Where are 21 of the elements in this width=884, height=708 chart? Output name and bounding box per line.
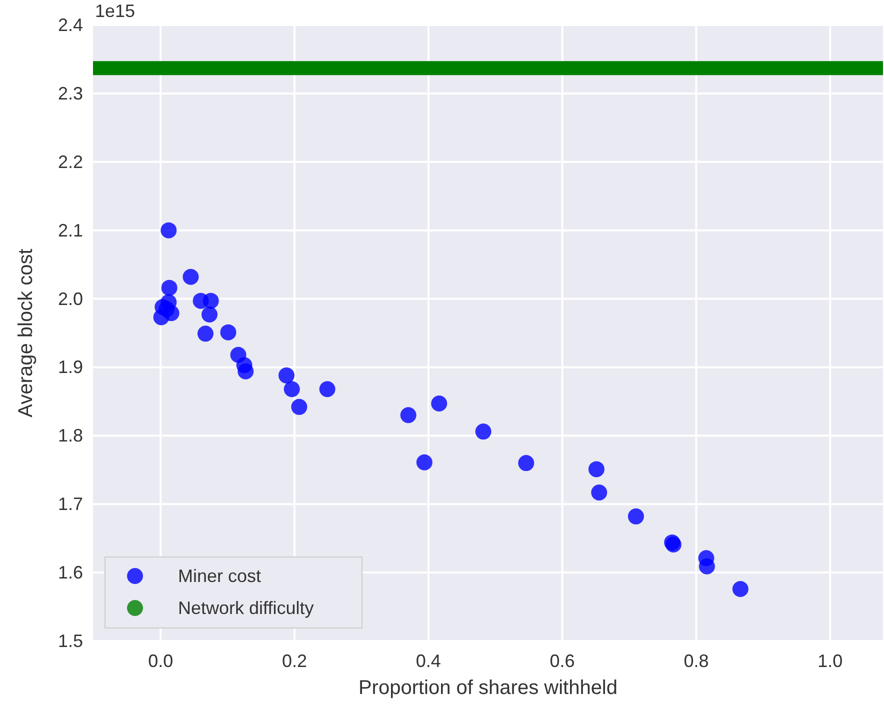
legend-label: Network difficulty (178, 598, 314, 618)
y-tick-label: 2.3 (58, 83, 83, 104)
x-tick-label: 0.2 (282, 651, 308, 671)
x-tick-label: 0.8 (684, 651, 709, 671)
y-tick-label: 2.0 (58, 288, 83, 309)
y-tick-label: 2.4 (58, 15, 83, 35)
x-tick-label: 0.4 (416, 651, 441, 671)
y-tick-label: 1.6 (58, 562, 83, 583)
x-tick-label: 0.0 (148, 651, 174, 671)
y-tick-label: 1.9 (58, 357, 83, 378)
x-axis-title: Proportion of shares withheld (358, 677, 618, 699)
y-tick-label: 1.5 (58, 631, 83, 651)
y-tick-label: 2.1 (58, 220, 83, 240)
legend-label: Miner cost (178, 566, 262, 586)
x-tick-label: 0.6 (550, 651, 575, 671)
text: 1e15 (95, 1, 136, 21)
y-axis-title: Average block cost (15, 248, 37, 418)
y-tick-label: 2.2 (58, 152, 83, 172)
y-tick-label: 1.8 (58, 426, 83, 446)
x-tick-label: 1.0 (818, 651, 843, 671)
y-tick-label: 1.7 (58, 494, 83, 514)
